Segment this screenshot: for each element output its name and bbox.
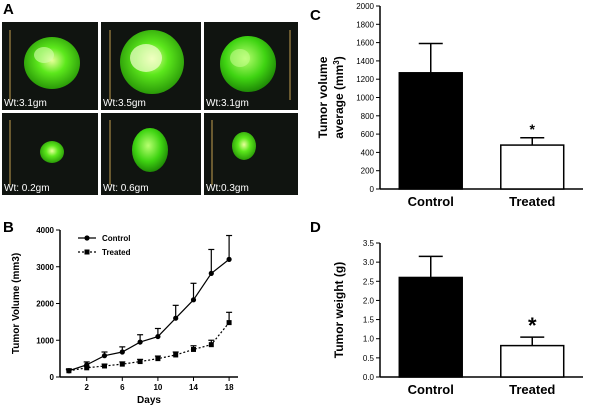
legend-marker [84, 235, 90, 241]
y-tick-label: 800 [361, 112, 375, 121]
data-point [119, 361, 125, 367]
y-tick-label: 2000 [36, 300, 54, 309]
y-tick-label: 1000 [36, 336, 54, 345]
y-tick-label: 2.0 [363, 296, 375, 305]
data-point [84, 365, 90, 371]
x-tick-label: 2 [84, 383, 89, 392]
y-tick-label: 600 [361, 130, 375, 139]
data-point [137, 359, 143, 365]
y-tick-label: 1400 [356, 57, 374, 66]
data-point [155, 356, 161, 362]
tumor-photo-6: Wt:0.3gm [204, 113, 298, 195]
series-line-control [68, 258, 230, 372]
y-axis-label: Tumor Volume (mm3) [11, 253, 22, 354]
y-tick-label: 4000 [36, 226, 54, 235]
tumor-weight-label: Wt: 0.2gm [4, 183, 50, 194]
y-axis-label-line1: Tumor volume [316, 56, 330, 138]
data-point [66, 368, 72, 374]
x-tick-label: 6 [120, 383, 125, 392]
data-point [173, 315, 179, 321]
data-point [173, 352, 179, 358]
panel-label-d: D [310, 219, 321, 236]
bar-control [398, 72, 463, 190]
x-category-label: Treated [509, 194, 555, 209]
x-axis-label: Days [137, 395, 161, 406]
bar-treated [500, 144, 565, 190]
y-tick-label: 1200 [356, 75, 374, 84]
data-point [191, 346, 196, 352]
y-tick-label: 0.5 [363, 354, 375, 363]
y-tick-label: 1.0 [363, 335, 375, 344]
y-tick-label: 0 [50, 373, 55, 382]
chart-d-tumor-weight: 0.0 0.5 1.0 1.5 2.0 2.5 3.0 3.5 Control Treated * T… [332, 239, 583, 397]
y-tick-label: 1800 [356, 20, 374, 29]
legend-label: Control [102, 234, 130, 243]
tumor-weight-label: Wt: 0.6gm [103, 183, 149, 194]
y-tick-label: 200 [361, 167, 375, 176]
significance-marker: * [528, 313, 537, 338]
y-tick-label: 1600 [356, 39, 374, 48]
data-point [208, 342, 214, 348]
data-point [102, 363, 107, 369]
data-point [155, 333, 161, 340]
y-tick-label: 3000 [36, 263, 54, 272]
data-point [137, 339, 143, 345]
tumor-photo-2: Wt:3.5gm [101, 22, 201, 110]
x-category-label: Control [408, 382, 454, 397]
tumor-photo-5: Wt: 0.6gm [101, 113, 201, 195]
x-tick-label: 14 [189, 383, 198, 392]
y-tick-label: 3.5 [363, 239, 375, 248]
tumor-photo-3: Wt:3.1gm [204, 22, 298, 110]
y-tick-label: 3.0 [363, 258, 375, 267]
legend-marker [84, 249, 90, 255]
bar-control [398, 276, 463, 378]
x-tick-label: 18 [225, 383, 234, 392]
data-point [119, 349, 125, 355]
legend-label: Treated [102, 248, 131, 257]
data-point [208, 270, 214, 276]
data-point [101, 353, 108, 359]
series-line-treated [68, 322, 230, 372]
y-tick-label: 0.0 [363, 373, 375, 382]
y-axis-label: Tumor weight (g) [332, 262, 346, 358]
tumor-photo-1: Wt:3.1gm [2, 22, 98, 110]
chart-c-tumor-volume: 0 200 400 600 800 1000 1200 1400 1600 1800 2000 Con… [316, 2, 583, 209]
tumor-weight-label: Wt:3.5gm [103, 98, 146, 109]
panel-label-a: A [3, 1, 14, 18]
y-tick-label: 1.5 [363, 316, 375, 325]
tumor-weight-label: Wt:3.1gm [206, 98, 249, 109]
y-tick-label: 0 [370, 185, 375, 194]
x-tick-label: 10 [153, 383, 162, 392]
significance-marker: * [530, 121, 536, 137]
chart-b-tumor-growth: 0 1000 2000 3000 4000 2 6 10 14 18 Days Tumor Volum… [11, 226, 238, 406]
y-tick-label: 2.5 [363, 277, 375, 286]
panel-label-c: C [310, 7, 321, 24]
panel-label-b: B [3, 219, 14, 236]
data-point [226, 256, 232, 262]
bar-treated [500, 344, 565, 378]
panel-a-tumor-photos: A Wt:3.1gm Wt:3.5gm Wt:3.1gm Wt: 0.2gm W… [2, 1, 298, 195]
x-category-label: Control [408, 194, 454, 209]
y-tick-label: 400 [361, 148, 375, 157]
tumor-weight-label: Wt:0.3gm [206, 183, 249, 194]
y-tick-label: 1000 [356, 94, 374, 103]
data-point [190, 297, 197, 303]
x-category-label: Treated [509, 382, 555, 397]
data-point [226, 320, 232, 326]
tumor-weight-label: Wt:3.1gm [4, 98, 47, 109]
y-axis-label-line2: average (mm3) [332, 56, 347, 139]
tumor-photo-4: Wt: 0.2gm [2, 113, 98, 195]
y-tick-label: 2000 [356, 2, 374, 11]
